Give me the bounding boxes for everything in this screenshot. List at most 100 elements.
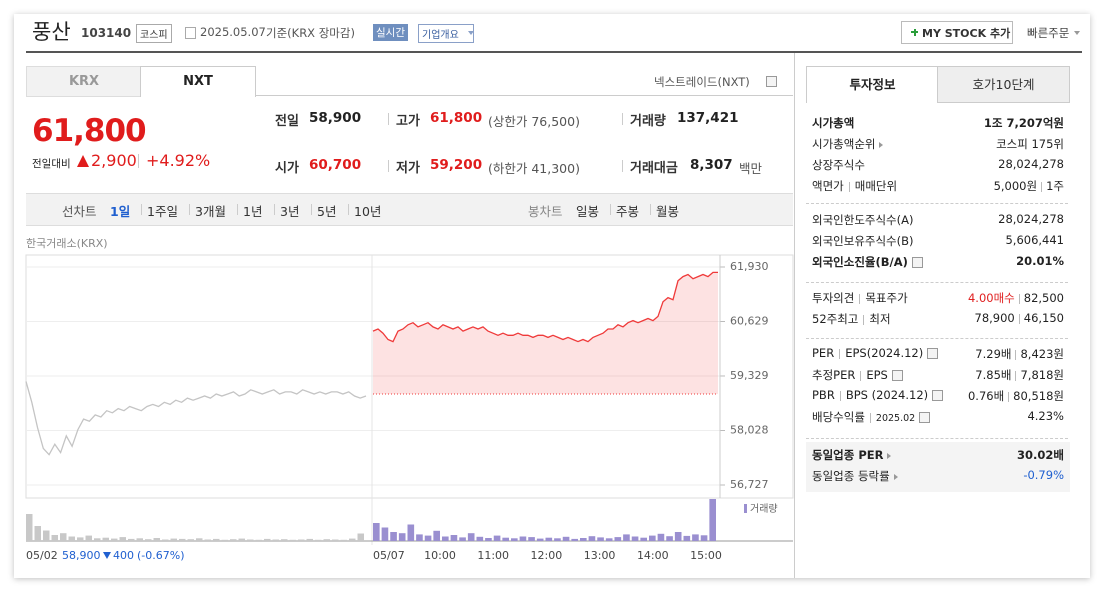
volume-bar — [709, 499, 716, 541]
quick-order[interactable]: 빠른주문 — [1027, 26, 1070, 40]
separator — [237, 204, 238, 215]
stat-note: (상한가 76,500) — [488, 114, 580, 129]
volume-bar — [111, 538, 118, 541]
help-icon[interactable] — [927, 348, 939, 359]
separator — [848, 181, 850, 192]
change-label: 전일대비 — [32, 158, 71, 170]
info-row: 외국인소진율(B/A) 20.01% — [812, 254, 1064, 274]
arrow-icon[interactable] — [887, 452, 892, 459]
period[interactable]: 10년 — [354, 204, 382, 219]
line-chart-label: 선차트 — [62, 204, 97, 219]
candle-period[interactable]: 일봉 — [576, 204, 600, 219]
separator — [388, 160, 389, 172]
volume-bar — [605, 538, 613, 541]
label-part: 상장주식수 — [812, 158, 865, 172]
area — [373, 272, 718, 394]
period[interactable]: 3개월 — [195, 204, 226, 219]
separator — [839, 348, 841, 359]
value-part: 7,818원 — [1020, 368, 1064, 382]
dropdown-icon — [1074, 31, 1080, 35]
separator — [274, 204, 275, 215]
volume-bar — [68, 536, 75, 541]
value-part: 8,423원 — [1020, 347, 1064, 361]
volume-bar — [272, 539, 279, 541]
volume-bar — [571, 538, 578, 541]
volume-bar — [588, 536, 596, 541]
plus-icon — [913, 28, 916, 36]
help-icon[interactable] — [932, 390, 944, 401]
volume-bar — [398, 533, 406, 541]
my-stock-label[interactable]: MY STOCK 추가 — [922, 27, 1011, 40]
value-part: 7.29배 — [975, 347, 1012, 361]
info-row: 시가총액순위 코스피 175위 — [812, 136, 1064, 156]
help-icon[interactable] — [891, 370, 903, 381]
volume-bar — [502, 537, 509, 541]
volume-bar — [407, 524, 415, 541]
info-tab[interactable]: 호가10단계 — [937, 66, 1070, 103]
volume-bar — [153, 538, 160, 541]
row-value: 4.00매수 82,500 — [968, 290, 1064, 306]
x-tick-label: 13:00 — [584, 549, 616, 562]
period[interactable]: 1주일 — [147, 204, 178, 219]
info-row: 외국인한도주식수(A) 28,024,278 — [812, 212, 1064, 232]
label-part: 2025.02 — [875, 413, 916, 424]
price-line — [25, 381, 367, 456]
arrow-icon[interactable] — [893, 473, 898, 480]
row-label: 동일업종 PER — [812, 447, 892, 463]
volume-bar — [315, 539, 322, 541]
current-price: 61,800 — [32, 113, 147, 149]
volume-bar — [580, 538, 587, 541]
info-row: 상장주식수 28,024,278 — [812, 157, 1064, 177]
candle-period[interactable]: 월봉 — [656, 204, 680, 219]
stat-note: 백만 — [739, 161, 763, 176]
row-label: 시가총액순위 — [812, 136, 884, 152]
volume-bar — [34, 526, 41, 541]
label-part: 동일업종 등락률 — [812, 469, 890, 483]
period[interactable]: 3년 — [280, 204, 300, 219]
info-tab-active[interactable]: 투자정보 — [806, 66, 939, 103]
label-part: 매매단위 — [854, 179, 898, 193]
volume-bar — [85, 535, 92, 541]
help-icon[interactable] — [766, 76, 777, 87]
stat-value: 61,800 — [430, 110, 483, 126]
help-icon[interactable] — [919, 412, 931, 423]
tab-rule — [255, 95, 793, 96]
x-tick-label: 14:00 — [637, 549, 669, 562]
volume-bar — [94, 538, 101, 541]
volume-bar — [349, 538, 356, 541]
label-part: 외국인소진율(B/A) — [812, 255, 908, 269]
help-icon[interactable] — [911, 257, 923, 268]
tab-active[interactable]: NXT — [140, 66, 256, 97]
volume-bar — [433, 530, 440, 541]
prev-change-pct: (-0.67%) — [137, 549, 185, 562]
row-label: PBR BPS (2024.12) — [812, 388, 944, 402]
period[interactable]: 1년 — [243, 204, 263, 219]
volume-bar — [511, 538, 518, 541]
volume-legend-swatch — [744, 504, 747, 513]
volume-bar — [128, 538, 135, 541]
up-icon — [77, 155, 89, 167]
volume-bar — [450, 535, 458, 541]
value-part: 80,518원 — [1013, 389, 1064, 403]
info-row: 52주최고 최저 78,900 46,150 — [812, 311, 1064, 331]
change-pct: +4.92% — [146, 151, 211, 170]
dropdown-icon — [468, 31, 474, 35]
label-part: 동일업종 PER — [812, 448, 884, 462]
separator — [189, 204, 190, 215]
tab[interactable]: KRX — [26, 66, 142, 97]
down-icon — [103, 552, 111, 559]
info-row: 추정PER EPS 7.85배 7,818원 — [812, 367, 1064, 387]
volume-bar — [264, 538, 271, 541]
my-stock-button[interactable] — [901, 21, 1013, 44]
period[interactable]: 5년 — [317, 204, 337, 219]
value-part: 4.23% — [1027, 409, 1064, 423]
arrow-icon[interactable] — [879, 141, 884, 148]
x-tick-label: 10:00 — [424, 549, 456, 562]
period[interactable]: 1일 — [110, 204, 131, 219]
realtime-badge[interactable]: 실시간 — [373, 24, 408, 41]
nxt-link[interactable]: 넥스트레이드(NXT) — [654, 75, 750, 89]
candle-period[interactable]: 주봉 — [616, 204, 640, 219]
row-label: 시가총액 — [812, 115, 854, 131]
